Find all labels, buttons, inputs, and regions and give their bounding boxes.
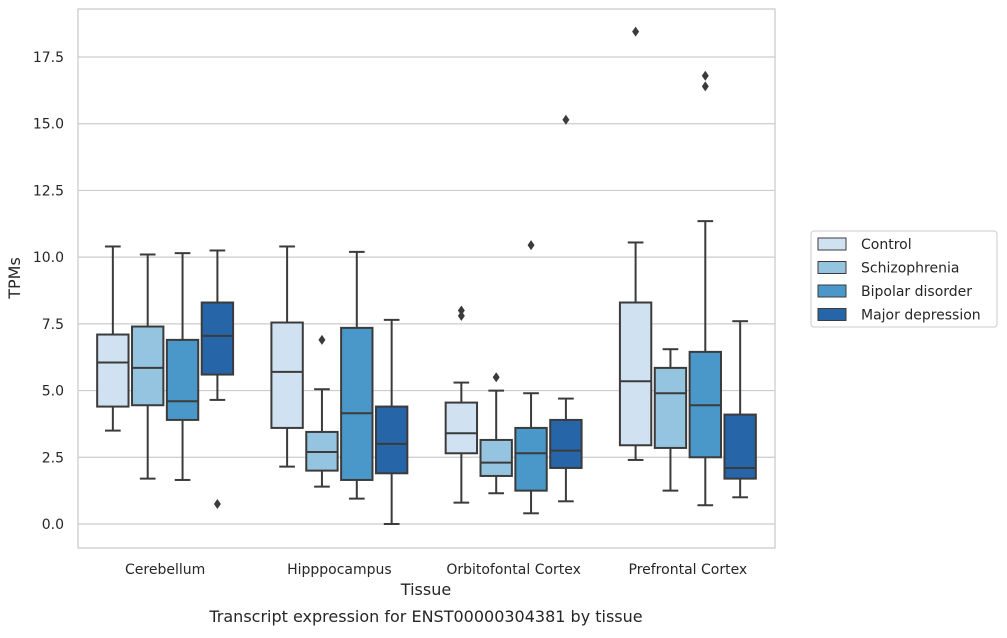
y-tick-label: 12.5 — [33, 183, 64, 199]
box-bipolar-disorder — [165, 252, 200, 481]
y-tick-label: 0.0 — [42, 517, 64, 533]
box-iqr — [340, 326, 374, 481]
outlier-point — [701, 70, 709, 81]
x-tick-labels: Cerebellum Hipppocampus Orbitofontal Corte… — [125, 562, 747, 578]
legend-swatch — [817, 308, 847, 321]
outlier-point — [632, 26, 640, 37]
legend-swatch — [817, 237, 847, 251]
y-tick-label: 7.5 — [42, 317, 64, 333]
box-iqr — [270, 321, 304, 429]
outlier-point — [457, 305, 465, 316]
x-tick-label: Cerebellum — [125, 562, 205, 578]
x-tick-label: Prefrontal Cortex — [629, 562, 748, 578]
box-bipolar-disorder — [688, 70, 722, 507]
box-bipolar-disorder — [340, 250, 374, 500]
box-schizophrenia — [305, 334, 339, 488]
y-tick-label: 15.0 — [33, 117, 64, 133]
box-control — [270, 245, 304, 468]
box-schizophrenia — [479, 372, 513, 495]
box-bipolar-disorder — [514, 240, 548, 515]
legend: Control Schizophrenia Bipolar disorder Majo… — [810, 230, 998, 328]
legend-frame — [810, 230, 998, 328]
legend-label: Schizophrenia — [861, 261, 959, 277]
box-plot-layer — [96, 26, 757, 525]
box-iqr — [374, 405, 409, 475]
y-tick-label: 2.5 — [42, 450, 64, 466]
box-schizophrenia — [131, 253, 165, 480]
outlier-point — [213, 498, 221, 509]
box-iqr — [549, 418, 583, 469]
box-major-depression — [374, 318, 409, 525]
box-iqr — [165, 338, 200, 421]
outlier-point — [492, 372, 500, 383]
y-tick-label: 5.0 — [42, 384, 64, 400]
y-axis-label: TPMs — [5, 257, 24, 300]
box-control — [618, 26, 653, 461]
outlier-point — [457, 310, 465, 321]
y-tick-labels: 0.0 2.5 5.0 7.5 10.0 12.5 15.0 17.5 — [33, 50, 64, 533]
outlier-point — [701, 81, 709, 92]
box-major-depression — [200, 249, 235, 509]
box-schizophrenia — [653, 348, 688, 492]
box-iqr — [200, 301, 235, 376]
box-iqr — [479, 438, 513, 477]
legend-label: Control — [861, 237, 912, 253]
x-axis-label: Tissue — [400, 580, 451, 599]
box-control — [96, 245, 130, 432]
y-tick-label: 10.0 — [33, 250, 64, 266]
y-tick-label: 17.5 — [33, 50, 64, 66]
box-major-depression — [549, 114, 583, 503]
legend-swatch — [817, 261, 847, 274]
box-iqr — [444, 401, 479, 455]
legend-label: Major depression — [861, 308, 981, 324]
plot-frame — [77, 8, 776, 549]
box-control — [444, 305, 479, 504]
chart-caption: Transcript expression for ENST0000030438… — [208, 607, 642, 626]
outlier-point — [562, 114, 570, 125]
x-tick-label: Hipppocampus — [287, 562, 392, 578]
box-iqr — [96, 333, 130, 408]
box-iqr — [653, 366, 688, 449]
outlier-point — [527, 240, 535, 251]
legend-label: Bipolar disorder — [861, 284, 972, 300]
box-iqr — [131, 325, 165, 407]
box-iqr — [618, 301, 653, 447]
outlier-point — [318, 334, 326, 345]
box-major-depression — [723, 320, 757, 499]
box-iqr — [723, 413, 757, 480]
legend-swatch — [817, 284, 847, 298]
x-tick-label: Orbitofontal Cortex — [446, 562, 581, 578]
box-iqr — [514, 426, 548, 492]
